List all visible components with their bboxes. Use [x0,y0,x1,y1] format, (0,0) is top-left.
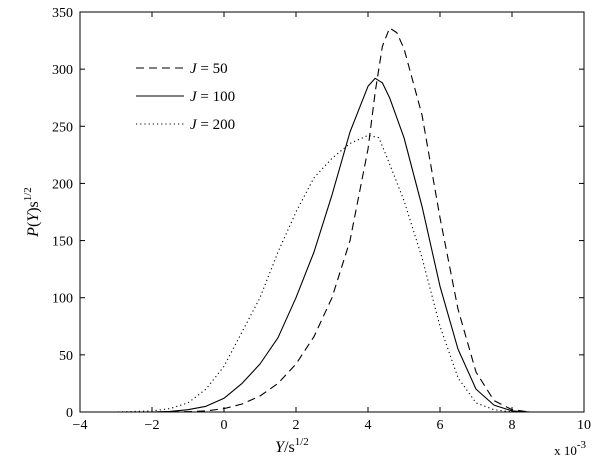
y-tick-label: 300 [52,63,73,78]
x-axis-multiplier: x 10-3​ [554,439,586,458]
y-axis-title-text: P(Y)s1/2​ [22,187,42,238]
x-tick-label: 4 [365,418,372,433]
y-tick-label: 0 [66,406,73,421]
x-tick-label: 8 [509,418,516,433]
legend-label-3: J = 200 [190,117,235,133]
series-line-2 [80,77,584,413]
y-axis-title: P(Y)s1/2​ [22,187,42,238]
x-tick-label: −4 [73,418,88,433]
x-tick-label: 6 [437,418,444,433]
legend-label-2: J = 100 [190,89,235,105]
y-tick-label: 50 [59,349,73,364]
plot-frame [79,11,585,413]
y-tick-label: 100 [52,292,73,307]
y-tick-label: 150 [52,235,73,250]
series-line-1 [80,27,584,413]
y-tick-label: 350 [52,6,73,21]
x-tick-label: 2 [293,418,300,433]
y-tick-label: 250 [52,120,73,135]
x-multiplier-text: x 10-3​ [554,439,586,458]
x-tick-label: 10 [577,418,591,433]
legend: J = 50 J = 100 J = 200 [136,61,235,133]
x-tick-label: 0 [221,418,228,433]
x-axis-title-text: Y/s1/2​ [275,436,309,456]
y-tick-label: 200 [52,177,73,192]
series-layer [80,27,584,413]
x-axis-title: Y/s1/2​ [275,436,309,456]
x-tick-label: −2 [145,418,160,433]
series-line-3 [80,134,584,413]
legend-label-1: J = 50 [190,61,228,77]
